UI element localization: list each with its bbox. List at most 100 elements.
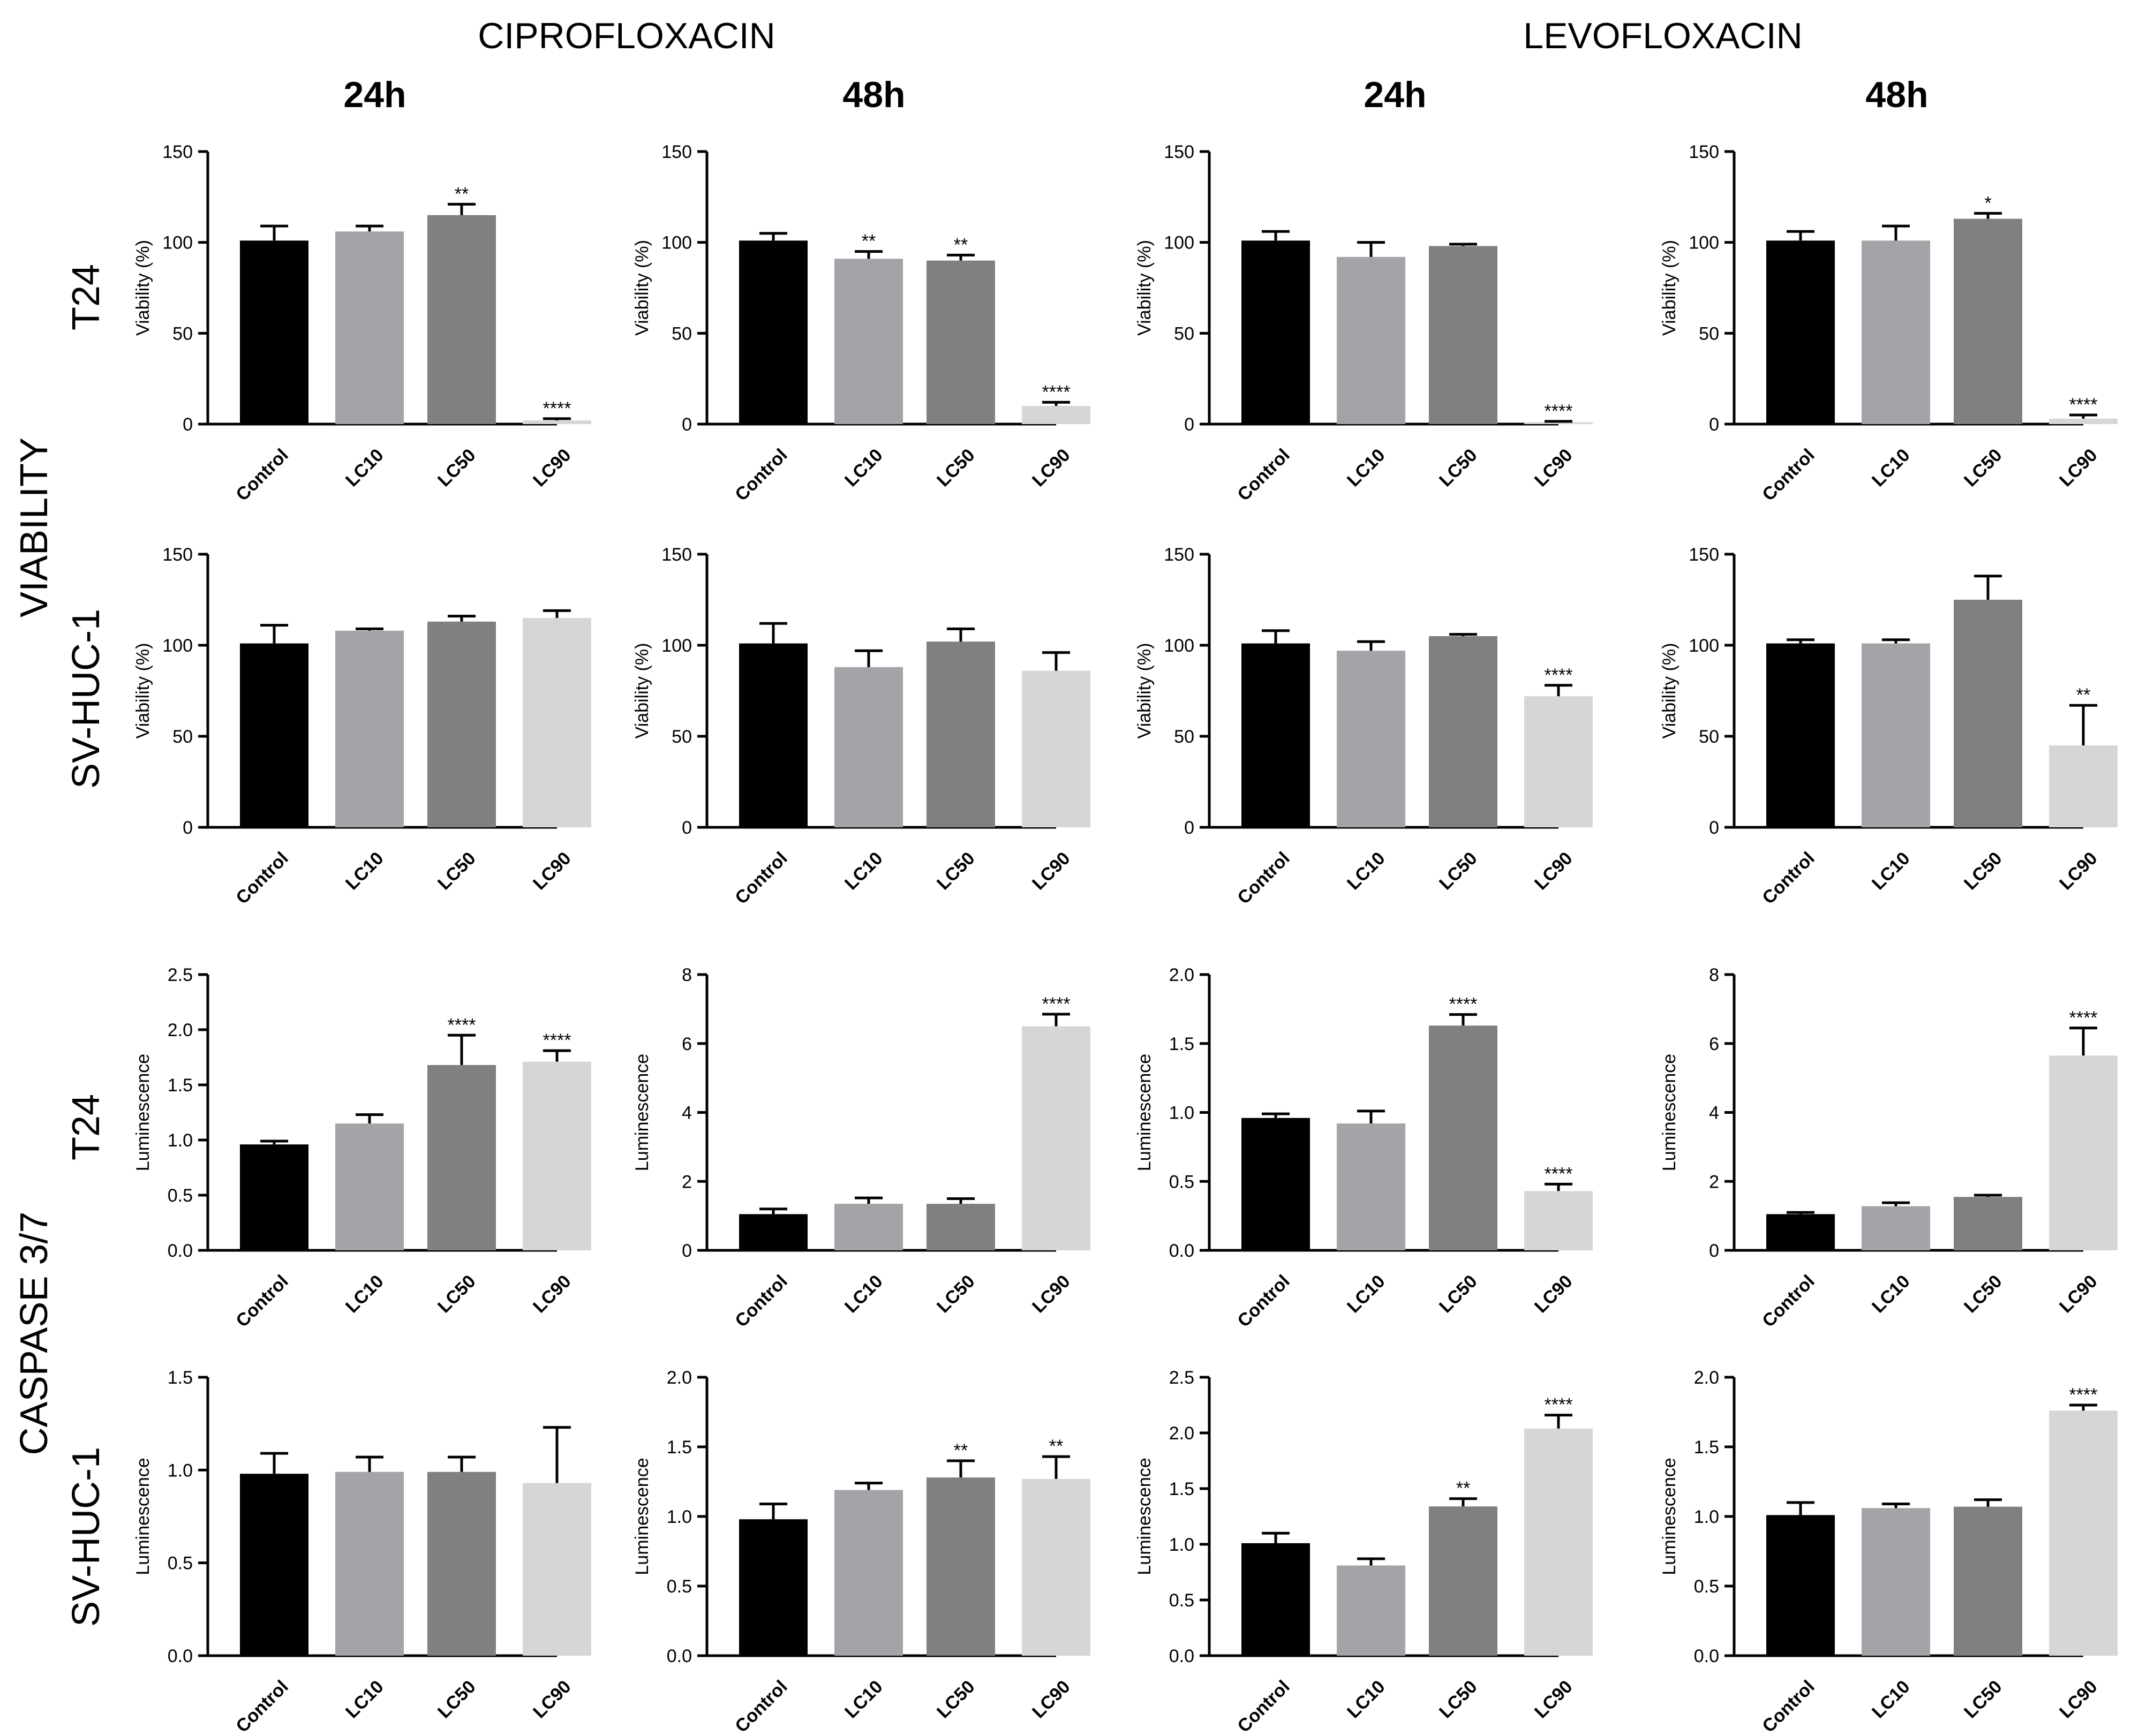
drug-header-levofloxacin: LEVOFLOXACIN — [1523, 16, 1803, 56]
y-tick-label: 150 — [162, 142, 193, 162]
x-tick-label: LC50 — [1435, 848, 1481, 894]
bar — [1022, 670, 1090, 827]
y-tick-label: 50 — [672, 727, 692, 747]
x-tick-label: LC10 — [841, 1271, 887, 1317]
bar — [1524, 1191, 1593, 1250]
row-label-caspase-svhuc1: SV-HUC-1 — [65, 1447, 108, 1627]
bar — [1766, 643, 1835, 827]
panel-caspase-svhuc1-levo-24h: 0.0 0.5 1.0 1.5 2.0 2.5 Luminescence Control LC1… — [1134, 1368, 1593, 1736]
x-tick-label: LC10 — [342, 1271, 388, 1317]
y-axis-label: Viability (%) — [1134, 240, 1155, 336]
bar — [739, 240, 808, 424]
y-tick-label: 2.5 — [1169, 1368, 1194, 1388]
y-tick-label: 0 — [682, 1241, 692, 1261]
significance-label: ** — [455, 184, 469, 204]
y-tick-label: 2 — [682, 1172, 692, 1192]
y-axis-label: Viability (%) — [632, 240, 652, 336]
panel-viability-svhuc1-levo-48h: 0 50 100 150 Viability (%) Control LC10 LC50 ** L… — [1659, 545, 2118, 908]
x-tick-label: LC50 — [1960, 848, 2006, 894]
y-axis-label: Viability (%) — [133, 240, 153, 336]
bar — [1022, 1026, 1090, 1250]
x-tick-label: LC10 — [841, 1677, 887, 1723]
bar — [335, 231, 404, 424]
bar — [834, 667, 903, 827]
panel-caspase-t24-cipro-48h: 0 2 4 6 8 Luminescence Control LC10 LC50 **** LC90 — [632, 965, 1090, 1331]
bar — [240, 240, 308, 424]
bar — [1524, 1428, 1593, 1656]
y-tick-label: 1.0 — [168, 1130, 193, 1151]
bar — [1954, 1197, 2022, 1250]
y-tick-label: 2 — [1709, 1172, 1719, 1192]
y-tick-label: 2.0 — [168, 1020, 193, 1040]
y-tick-label: 1.0 — [667, 1507, 692, 1527]
x-tick-label: LC10 — [1868, 1677, 1914, 1723]
y-tick-label: 0 — [1184, 414, 1194, 435]
panel-viability-svhuc1-levo-24h: 0 50 100 150 Viability (%) Control LC10 LC50 ***… — [1134, 545, 1593, 908]
significance-label: **** — [2069, 1008, 2098, 1028]
x-tick-label: LC90 — [1028, 848, 1074, 894]
panel-viability-t24-levo-24h: 0 50 100 150 Viability (%) Control LC10 LC50 ***… — [1134, 142, 1593, 505]
panel-caspase-svhuc1-levo-48h: 0.0 0.5 1.0 1.5 2.0 Luminescence Control LC10 LC… — [1659, 1368, 2118, 1736]
panel-viability-svhuc1-cipro-24h: 0 50 100 150 Viability (%) Control LC10 LC50 LC9… — [133, 545, 591, 908]
bar — [2049, 1055, 2118, 1250]
x-tick-label: LC10 — [342, 848, 388, 894]
y-tick-label: 100 — [661, 636, 692, 656]
bar — [1022, 1478, 1090, 1656]
bar — [927, 260, 995, 424]
x-tick-label: LC90 — [2055, 1271, 2102, 1317]
panel-caspase-t24-cipro-24h: 0.0 0.5 1.0 1.5 2.0 2.5 Luminescence Control LC1… — [133, 965, 591, 1331]
x-tick-label: Control — [731, 1677, 791, 1736]
x-tick-label: LC10 — [342, 1677, 388, 1723]
y-tick-label: 1.5 — [168, 1368, 193, 1388]
x-tick-label: Control — [1758, 1271, 1818, 1331]
x-tick-label: LC50 — [933, 848, 979, 894]
x-tick-label: LC10 — [1343, 848, 1389, 894]
bar — [335, 1471, 404, 1656]
bar — [1429, 246, 1497, 424]
y-tick-label: 2.0 — [1169, 965, 1194, 985]
x-tick-label: Control — [232, 1677, 292, 1736]
x-tick-label: LC90 — [1028, 1677, 1074, 1723]
panel-viability-t24-cipro-24h: 0 50 100 150 Viability (%) Control LC10 ** LC50 *… — [133, 142, 591, 505]
y-tick-label: 50 — [1699, 323, 1719, 344]
y-tick-label: 0 — [1709, 818, 1719, 838]
x-tick-label: LC10 — [1868, 1271, 1914, 1317]
x-tick-label: Control — [1758, 848, 1818, 908]
bar — [1337, 1565, 1405, 1656]
significance-label: **** — [543, 398, 571, 419]
significance-label: ** — [862, 231, 876, 252]
bar — [240, 643, 308, 827]
x-tick-label: Control — [731, 1271, 791, 1331]
panel-viability-svhuc1-cipro-48h: 0 50 100 150 Viability (%) Control LC10 LC50 LC9… — [632, 545, 1090, 908]
panel-caspase-svhuc1-cipro-48h: 0.0 0.5 1.0 1.5 2.0 Luminescence Control LC10 **… — [632, 1368, 1090, 1736]
y-tick-label: 150 — [661, 545, 692, 565]
y-tick-label: 1.5 — [1694, 1437, 1719, 1458]
bar — [1337, 1123, 1405, 1250]
bar — [739, 1214, 808, 1250]
x-tick-label: Control — [1758, 445, 1818, 505]
y-tick-label: 0 — [1709, 1241, 1719, 1261]
x-tick-label: Control — [1233, 1677, 1293, 1736]
x-tick-label: LC50 — [434, 1677, 480, 1723]
y-tick-label: 0 — [183, 818, 193, 838]
bar — [2049, 1410, 2118, 1656]
bar — [1862, 643, 1930, 827]
bar — [1766, 1515, 1835, 1656]
bar — [2049, 418, 2118, 424]
significance-label: **** — [1545, 1164, 1573, 1184]
x-tick-label: LC90 — [2055, 445, 2102, 491]
x-tick-label: LC50 — [933, 1271, 979, 1317]
bar — [1241, 240, 1310, 424]
y-tick-label: 50 — [1174, 727, 1194, 747]
y-tick-label: 0.5 — [168, 1186, 193, 1206]
significance-label: **** — [1545, 665, 1573, 685]
significance-label: ** — [954, 1440, 968, 1461]
y-axis-label: Luminescence — [1659, 1458, 1679, 1575]
significance-label: * — [1984, 193, 1991, 213]
y-axis-label: Viability (%) — [133, 643, 153, 739]
y-tick-label: 0.0 — [1169, 1241, 1194, 1261]
x-tick-label: LC90 — [1028, 445, 1074, 491]
bar — [240, 1474, 308, 1656]
x-tick-label: LC10 — [841, 445, 887, 491]
bar — [1429, 1506, 1497, 1656]
